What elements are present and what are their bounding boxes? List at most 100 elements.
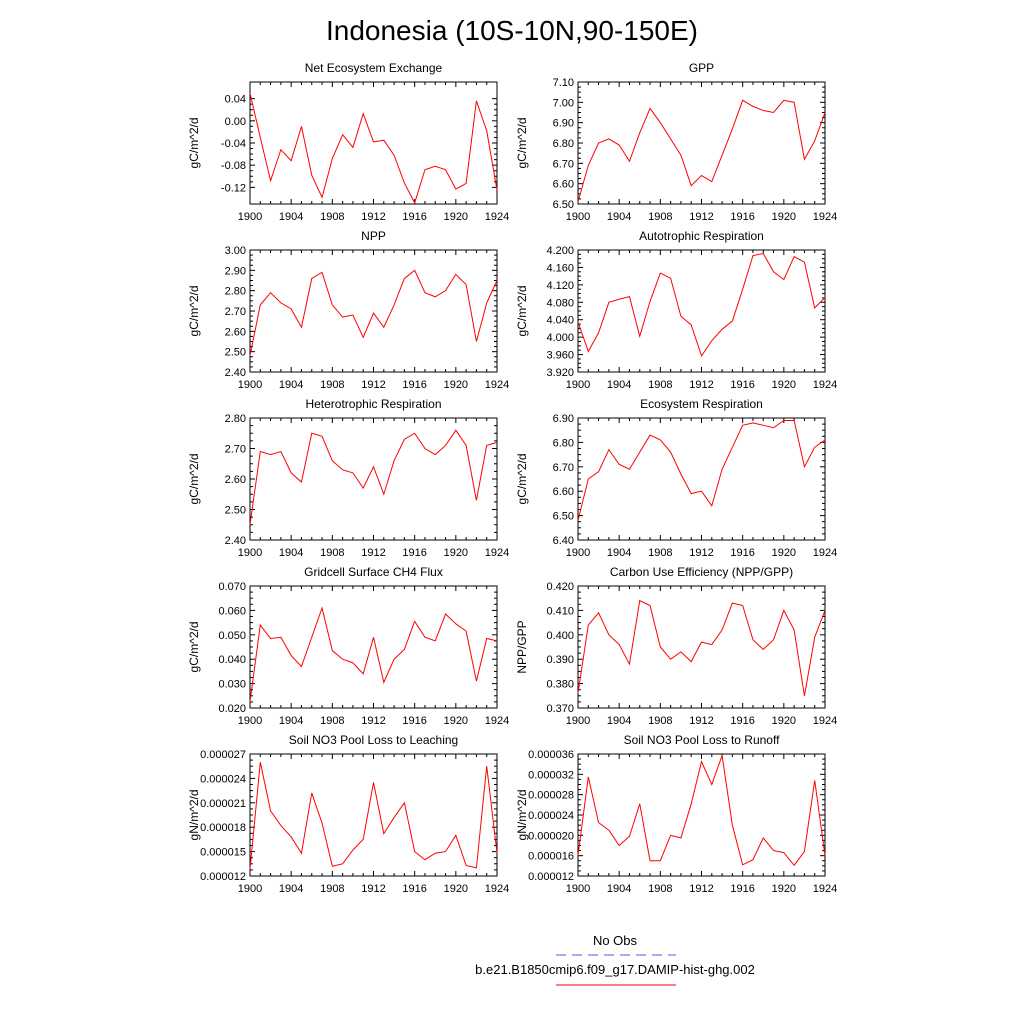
y-axis-label: gC/m^2/d (187, 118, 201, 169)
panel-title: Heterotrophic Respiration (305, 397, 441, 411)
x-tick-label: 1912 (361, 547, 385, 559)
x-tick-label: 1908 (320, 883, 344, 895)
y-tick-label: 2.90 (225, 265, 246, 277)
x-tick-label: 1912 (361, 211, 385, 223)
y-tick-label: 6.40 (553, 535, 574, 547)
y-tick-label: 2.40 (225, 535, 246, 547)
series-line (577, 252, 826, 358)
y-axis-label: gN/m^2/d (515, 790, 529, 841)
y-tick-label: 0.420 (546, 581, 574, 593)
panel-title: Soil NO3 Pool Loss to Leaching (289, 733, 458, 747)
x-tick-label: 1908 (320, 379, 344, 391)
series-line (249, 429, 498, 525)
y-tick-label: 4.080 (546, 297, 574, 309)
y-tick-label: 2.80 (225, 286, 246, 298)
x-tick-label: 1900 (566, 547, 590, 559)
series-line (577, 99, 826, 203)
x-tick-label: 1904 (279, 211, 303, 223)
y-tick-label: 0.000020 (528, 830, 574, 842)
y-tick-label: 0.390 (546, 654, 574, 666)
x-tick-label: 1900 (566, 883, 590, 895)
x-tick-label: 1900 (238, 211, 262, 223)
x-tick-label: 1920 (444, 211, 468, 223)
y-tick-label: 3.00 (225, 245, 246, 257)
y-axis-label: gC/m^2/d (515, 454, 529, 505)
x-tick-label: 1908 (320, 547, 344, 559)
y-axis-label: gC/m^2/d (187, 286, 201, 337)
y-tick-label: 0.030 (218, 679, 246, 691)
panel-title: Gridcell Surface CH4 Flux (304, 565, 443, 579)
y-tick-label: 3.920 (546, 367, 574, 379)
x-tick-label: 1924 (813, 883, 837, 895)
figure-title: Indonesia (10S-10N,90-150E) (326, 15, 698, 46)
legend: No Obs b.e21.B1850cmip6.f09_g17.DAMIP-hi… (475, 933, 755, 986)
x-tick-label: 1916 (402, 883, 426, 895)
y-tick-label: 0.050 (218, 630, 246, 642)
y-tick-label: 0.000024 (528, 810, 574, 822)
y-axis-label: gC/m^2/d (187, 622, 201, 673)
panel-title: GPP (689, 61, 714, 75)
y-axis-label: gC/m^2/d (515, 118, 529, 169)
panel-3: Autotrophic Respiration gC/m^2/d 1900 1904 1… (515, 229, 837, 391)
panel-4: Heterotrophic Respiration gC/m^2/d 1900 190… (187, 397, 509, 559)
x-tick-label: 1900 (238, 883, 262, 895)
x-tick-label: 1912 (361, 883, 385, 895)
x-tick-label: 1924 (485, 883, 509, 895)
x-tick-label: 1916 (402, 211, 426, 223)
x-tick-label: 1904 (279, 379, 303, 391)
panels: Net Ecosystem Exchange gC/m^2/d 1900 1904 19… (187, 61, 837, 895)
x-tick-label: 1908 (648, 211, 672, 223)
x-tick-label: 1904 (279, 883, 303, 895)
panel-8: Soil NO3 Pool Loss to Leaching gN/m^2/d 19… (187, 733, 509, 895)
x-tick-label: 1912 (689, 379, 713, 391)
series-line (577, 419, 826, 521)
x-tick-label: 1916 (730, 211, 754, 223)
y-tick-label: 0.000027 (200, 749, 246, 761)
y-tick-label: -0.08 (221, 160, 246, 172)
x-tick-label: 1904 (607, 211, 631, 223)
y-axis-label: gC/m^2/d (187, 454, 201, 505)
y-tick-label: 2.70 (225, 444, 246, 456)
y-tick-label: 3.960 (546, 350, 574, 362)
x-tick-label: 1912 (689, 211, 713, 223)
x-tick-label: 1908 (320, 211, 344, 223)
y-tick-label: 6.70 (553, 462, 574, 474)
y-tick-label: 2.50 (225, 505, 246, 517)
x-tick-label: 1916 (730, 547, 754, 559)
legend-label-model: b.e21.B1850cmip6.f09_g17.DAMIP-hist-ghg.… (475, 962, 755, 977)
y-tick-label: 4.040 (546, 315, 574, 327)
x-tick-label: 1904 (607, 547, 631, 559)
y-tick-label: 2.60 (225, 326, 246, 338)
series-line (249, 762, 498, 870)
y-tick-label: 2.60 (225, 474, 246, 486)
y-tick-label: 0.060 (218, 605, 246, 617)
y-tick-label: -0.04 (221, 138, 246, 150)
y-tick-label: 0.000012 (528, 871, 574, 883)
x-tick-label: 1912 (361, 715, 385, 727)
x-tick-label: 1920 (772, 211, 796, 223)
y-tick-label: 4.000 (546, 332, 574, 344)
x-tick-label: 1900 (566, 211, 590, 223)
y-axis-label: gN/m^2/d (187, 790, 201, 841)
x-tick-label: 1916 (730, 883, 754, 895)
y-tick-label: 4.160 (546, 262, 574, 274)
x-tick-label: 1920 (444, 883, 468, 895)
y-tick-label: 0.000021 (200, 798, 246, 810)
x-tick-label: 1904 (279, 715, 303, 727)
y-tick-label: 0.000016 (528, 851, 574, 863)
y-tick-label: 0.040 (218, 654, 246, 666)
x-tick-label: 1924 (813, 547, 837, 559)
x-tick-label: 1924 (813, 715, 837, 727)
y-tick-label: 6.60 (553, 179, 574, 191)
y-tick-label: 7.00 (553, 97, 574, 109)
y-tick-label: 4.200 (546, 245, 574, 257)
x-tick-label: 1920 (444, 379, 468, 391)
x-tick-label: 1904 (607, 715, 631, 727)
y-tick-label: 6.50 (553, 199, 574, 211)
y-tick-label: 6.90 (553, 118, 574, 130)
panel-title: Autotrophic Respiration (639, 229, 764, 243)
x-tick-label: 1904 (607, 883, 631, 895)
x-tick-label: 1924 (813, 211, 837, 223)
x-tick-label: 1908 (648, 379, 672, 391)
